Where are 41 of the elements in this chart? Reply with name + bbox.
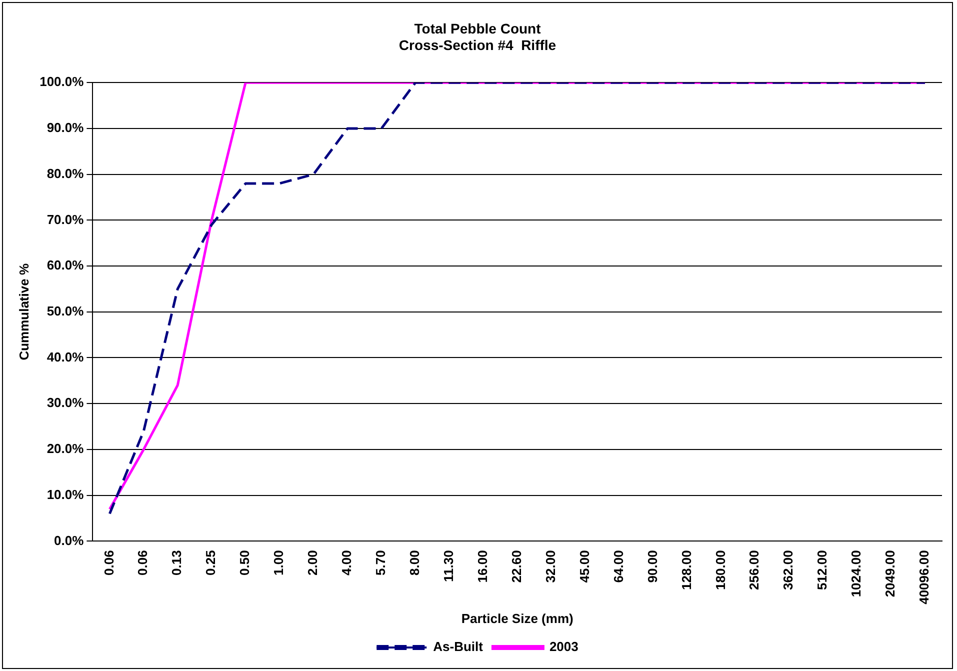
x-tick-label: 0.06 xyxy=(101,550,116,576)
y-tick-label: 70.0% xyxy=(46,212,84,227)
x-tick-label: 45.00 xyxy=(576,550,592,583)
x-tick-label: 2049.00 xyxy=(882,550,898,598)
x-tick-label: 64.00 xyxy=(610,550,626,583)
y-tick-label: 0.0% xyxy=(54,532,84,548)
x-tick-label: 256.00 xyxy=(746,550,762,590)
x-tick-label: 1.00 xyxy=(271,550,286,576)
x-tick-label: 0.13 xyxy=(169,550,184,576)
x-tick-label: 40096.00 xyxy=(916,550,932,604)
x-tick-label: 4.00 xyxy=(339,550,354,576)
y-tick-label: 20.0% xyxy=(46,441,84,456)
x-tick-label: 180.00 xyxy=(712,550,728,590)
x-tick-label: 362.00 xyxy=(780,550,796,590)
x-tick-label: 32.00 xyxy=(542,550,558,583)
x-tick-label: 1024.00 xyxy=(848,550,864,598)
y-axis-title: Cummulative % xyxy=(16,263,32,360)
x-tick-label: 0.06 xyxy=(135,550,150,576)
x-tick-label: 22.60 xyxy=(508,550,524,583)
y-tick-label: 80.0% xyxy=(46,166,84,181)
y-tick-label: 100.0% xyxy=(40,74,84,90)
y-tick-label: 30.0% xyxy=(46,395,84,410)
x-tick-label: 5.70 xyxy=(373,550,388,576)
y-tick-label: 40.0% xyxy=(46,349,84,364)
x-tick-label: 0.25 xyxy=(203,550,218,576)
y-tick-label: 60.0% xyxy=(46,258,84,273)
x-tick-label: 2.00 xyxy=(305,550,320,576)
y-tick-label: 10.0% xyxy=(46,486,84,502)
x-tick-label: 512.00 xyxy=(814,550,830,590)
y-tick-label: 90.0% xyxy=(46,120,84,136)
x-tick-label: 11.30 xyxy=(440,550,456,582)
x-tick-label: 16.00 xyxy=(474,550,490,583)
legend-label: As-Built xyxy=(433,639,484,654)
x-tick-label: 128.00 xyxy=(678,550,694,590)
chart-title: Total Pebble Count Cross-Section #4 Riffle xyxy=(398,20,556,54)
x-tick-label: 8.00 xyxy=(407,550,422,576)
x-tick-label: 0.50 xyxy=(237,550,252,576)
x-axis-title: Particle Size (mm) xyxy=(461,610,574,626)
legend-label: 2003 xyxy=(549,639,578,654)
x-tick-label: 90.00 xyxy=(644,550,660,583)
y-tick-label: 50.0% xyxy=(46,303,84,318)
